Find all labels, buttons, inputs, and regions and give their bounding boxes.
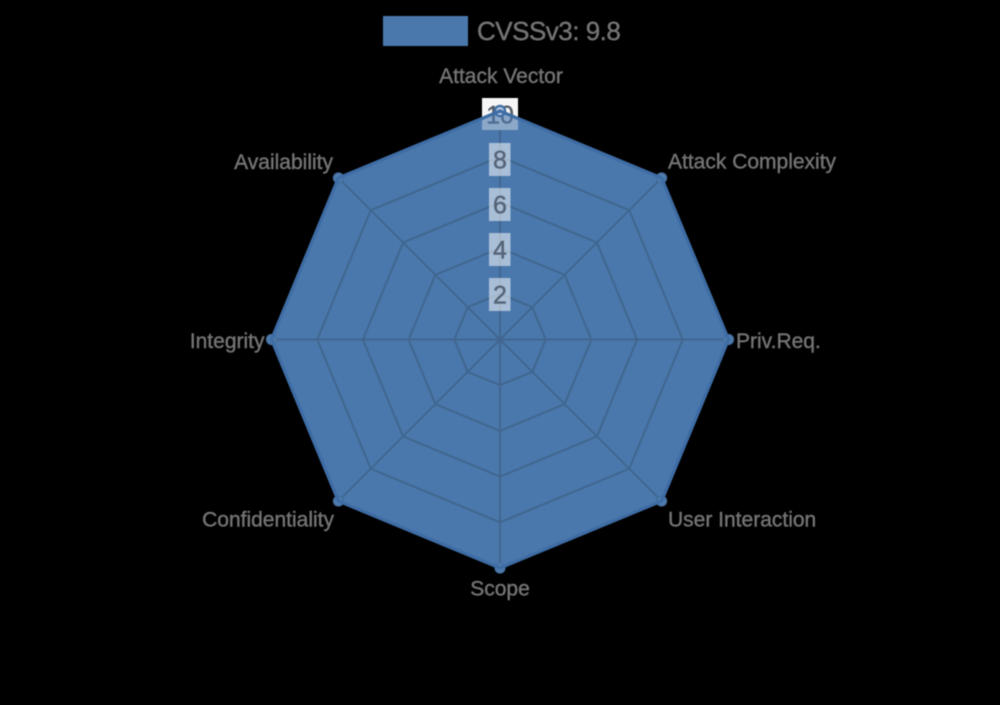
svg-text:Attack Complexity: Attack Complexity bbox=[668, 151, 837, 174]
svg-text:Confidentiality: Confidentiality bbox=[202, 509, 334, 532]
svg-text:4: 4 bbox=[493, 237, 507, 265]
svg-text:Scope: Scope bbox=[470, 578, 530, 601]
svg-text:Availability: Availability bbox=[234, 151, 333, 174]
svg-text:6: 6 bbox=[493, 192, 507, 220]
svg-text:User Interaction: User Interaction bbox=[668, 509, 816, 532]
svg-text:Attack Vector: Attack Vector bbox=[439, 65, 563, 88]
svg-text:Integrity: Integrity bbox=[190, 330, 265, 353]
svg-text:CVSSv3: 9.8: CVSSv3: 9.8 bbox=[477, 16, 620, 46]
svg-text:8: 8 bbox=[493, 147, 507, 175]
svg-text:2: 2 bbox=[493, 282, 507, 310]
svg-text:Priv.Req.: Priv.Req. bbox=[736, 330, 821, 353]
